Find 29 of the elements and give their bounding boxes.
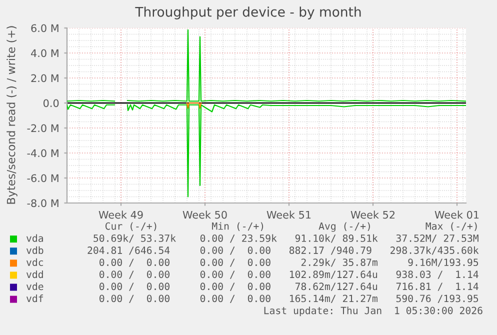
text: 0.00 / 0.00 0.00 / 0.00 102.89m/127.64u 938.03 / 1.14 — [100, 270, 478, 279]
y-tick-label: -8.0 M — [27, 199, 58, 208]
legend-label: vdb — [26, 246, 44, 254]
y-tick-label: 0.0 — [43, 99, 59, 108]
text: 0.00 / 0.00 0.00 / 0.00 165.14m/ 21.27m 590.76 /193.95 — [100, 294, 478, 303]
text: 50.69k/ 53.37k 0.00 / 23.59k 91.10k/ 89.51k 37.52M/ 27.53M — [94, 234, 478, 243]
legend-label: vde — [26, 282, 44, 290]
chart-title: Throughput per device - by month — [135, 6, 361, 20]
x-tick-label: Week 52 — [350, 210, 395, 219]
text: 0.00 / 0.00 0.00 / 0.00 78.62m/127.64u 716.81 / 1.14 — [100, 282, 478, 291]
x-tick-label: Week 50 — [182, 210, 227, 219]
y-tick-label: 6.0 M — [31, 24, 58, 32]
y-tick-label: 4.0 M — [31, 49, 58, 58]
legend-label: vdd — [26, 270, 43, 278]
text: 0.00 / 0.00 0.00 / 0.00 2.29k/ 35.87m 9.16M/193.95 — [100, 258, 478, 267]
legend-label: vdc — [26, 258, 43, 266]
text: Last update: Thu Jan 1 05:30:00 2026 — [264, 306, 482, 316]
legend-label: vda — [26, 234, 43, 242]
x-tick-label: Week 51 — [266, 210, 311, 219]
text: 204.81 /646.54 0.00 / 0.00 882.17 /940.79 298.37k/435.60k — [88, 246, 479, 255]
y-axis-title: Bytes/second read (-) / write (+) — [6, 26, 18, 204]
y-tick-label: 2.0 M — [31, 74, 58, 82]
y-tick-label: -4.0 M — [27, 149, 58, 158]
y-tick-label: -2.0 M — [27, 124, 58, 132]
x-tick-label: Week 49 — [98, 210, 143, 219]
text: Cur (-/+) Min (-/+) Avg (-/+) Max (-/+) — [105, 222, 477, 232]
y-tick-label: -6.0 M — [27, 174, 58, 182]
legend-label: vdf — [26, 294, 43, 302]
x-tick-label: Week 01 — [434, 210, 479, 219]
